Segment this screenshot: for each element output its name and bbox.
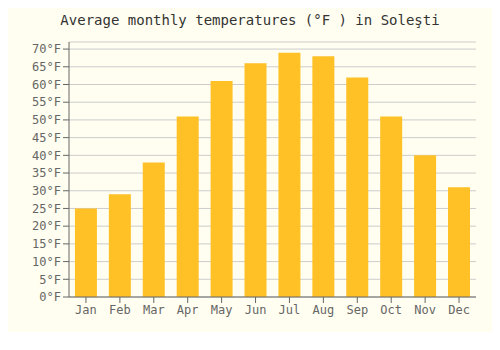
svg-text:Mar: Mar — [143, 303, 165, 317]
svg-text:Apr: Apr — [177, 303, 199, 317]
svg-text:50°F: 50°F — [32, 113, 61, 127]
svg-text:10°F: 10°F — [32, 255, 61, 269]
svg-text:35°F: 35°F — [32, 166, 61, 180]
svg-text:Aug: Aug — [313, 303, 335, 317]
svg-text:25°F: 25°F — [32, 202, 61, 216]
svg-text:Jul: Jul — [279, 303, 301, 317]
svg-text:70°F: 70°F — [32, 42, 61, 56]
svg-text:30°F: 30°F — [32, 184, 61, 198]
svg-text:65°F: 65°F — [32, 60, 61, 74]
svg-text:20°F: 20°F — [32, 219, 61, 233]
svg-text:45°F: 45°F — [32, 131, 61, 145]
html-text:Average monthly temperatures (: Average monthly temperatures (°F ) in So… — [60, 12, 440, 28]
svg-text:Nov: Nov — [414, 303, 436, 317]
svg-text:Dec: Dec — [448, 303, 470, 317]
svg-text:Oct: Oct — [380, 303, 402, 317]
svg-text:Sep: Sep — [346, 303, 368, 317]
svg-text:Jun: Jun — [245, 303, 267, 317]
svg-text:Jan: Jan — [75, 303, 97, 317]
svg-text:0°F: 0°F — [39, 290, 61, 304]
svg-text:60°F: 60°F — [32, 78, 61, 92]
svg-text:40°F: 40°F — [32, 149, 61, 163]
svg-text:5°F: 5°F — [39, 273, 61, 287]
svg-text:May: May — [211, 303, 233, 317]
svg-text:Feb: Feb — [109, 303, 131, 317]
svg-text:15°F: 15°F — [32, 237, 61, 251]
svg-text:55°F: 55°F — [32, 95, 61, 109]
